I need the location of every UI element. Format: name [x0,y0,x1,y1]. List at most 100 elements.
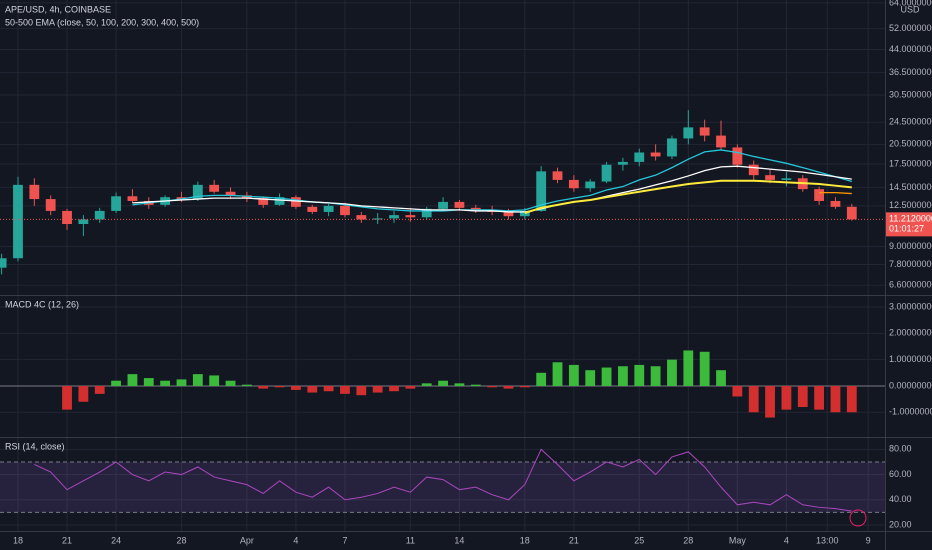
candle-body [78,219,89,225]
x-tick-label: 4 [293,535,298,545]
histogram-bar [846,385,857,413]
histogram-bar [634,364,645,386]
candle-body [438,201,448,209]
candle-body [372,218,383,220]
histogram-bar [650,366,661,386]
y-tick-label: 20.50000000 [889,139,932,149]
y-tick-label: 14.50000000 [889,182,932,192]
y-tick-label: 36.50000000 [889,67,932,77]
y-tick-label: 12.50000000 [889,200,932,210]
candle-body [683,127,694,139]
candle-body [29,184,40,200]
histogram-bar [830,385,841,413]
histogram-bar [111,380,121,386]
candle-body [13,184,23,259]
histogram-bar [209,375,220,386]
candle-body [209,184,220,192]
x-tick-label: 13:00 [816,535,839,545]
line [819,191,852,195]
candle-body [94,210,105,220]
candle-body [536,171,547,211]
candle-body [830,200,841,207]
x-tick-label: May [729,535,747,545]
histogram-bar [699,351,710,386]
candle-body [781,178,792,180]
histogram-bar [176,379,187,386]
histogram-bar [340,385,350,394]
candle-body [601,164,612,182]
last-price-label: 11.21200000 [889,214,932,224]
candle-body [62,210,72,225]
histogram-bar [160,380,171,386]
x-tick-label: 7 [342,535,347,545]
histogram-bar [405,385,416,389]
histogram-bar [585,370,596,386]
candle-body [667,138,677,157]
candle-body [274,197,285,205]
line [132,165,852,213]
candle-body [192,184,203,200]
ema-legend: 50-500 EMA (close, 50, 100, 200, 300, 40… [5,17,199,27]
histogram-bar [454,383,465,386]
candle-body [814,189,825,201]
histogram-bar [258,385,269,389]
histogram-bar [421,383,432,386]
candle-body [618,161,628,165]
histogram-bar [601,367,612,386]
candle-body [585,181,596,189]
symbol-title: APE/USD, 4h, COINBASE [5,4,111,14]
line [132,149,852,212]
last-price-box [886,212,932,237]
histogram-bar [356,385,367,396]
candle-body [519,210,530,217]
x-tick-label: 28 [683,535,693,545]
x-tick-label: 14 [454,535,464,545]
candle-body [0,258,7,268]
x-tick-label: 24 [111,535,121,545]
histogram-bar [372,385,383,393]
histogram-bar [78,385,89,402]
candle-body [470,207,481,210]
histogram-bar [552,362,563,386]
y-tick-label: 30.50000000 [889,89,932,99]
y-tick-label: 40.00 [889,494,912,504]
histogram-bar [291,385,301,390]
histogram-bar [814,385,825,410]
candle-body [699,127,710,136]
y-tick-label: 17.50000000 [889,158,932,168]
candle-body [225,191,236,196]
x-tick-label: 28 [176,535,186,545]
x-tick-label: 9 [866,535,871,545]
histogram-bar [618,366,628,386]
macd-title: MACD 4C (12, 26) [5,299,79,309]
candle-body [748,164,759,176]
y-tick-label: 3.00000000 [889,301,932,311]
x-tick-label: 4 [784,535,789,545]
rsi-band [0,461,885,513]
candle-body [176,197,187,200]
candle-body [552,171,563,180]
candle-body [340,205,350,216]
histogram-bar [389,385,399,392]
y-tick-label: 6.60000000 [889,280,932,290]
rsi-title: RSI (14, close) [5,441,65,451]
histogram-bar [536,372,547,386]
y-tick-label: 1.00000000 [889,354,932,364]
candle-body [650,152,661,157]
histogram-bar [487,385,498,388]
candle-body [111,196,121,211]
candle-body [291,197,301,207]
x-tick-label: 21 [569,535,579,545]
y-tick-label: 52.00000000 [889,23,932,33]
candle-body [389,215,399,219]
histogram-bar [438,380,448,386]
histogram-bar [274,385,285,388]
candle-body [356,215,367,220]
histogram-bar [470,384,481,386]
line [524,179,852,214]
histogram-bar [667,359,677,386]
x-tick-label: 18 [13,535,23,545]
currency-unit: USD [900,4,920,14]
candle-body [454,201,465,208]
